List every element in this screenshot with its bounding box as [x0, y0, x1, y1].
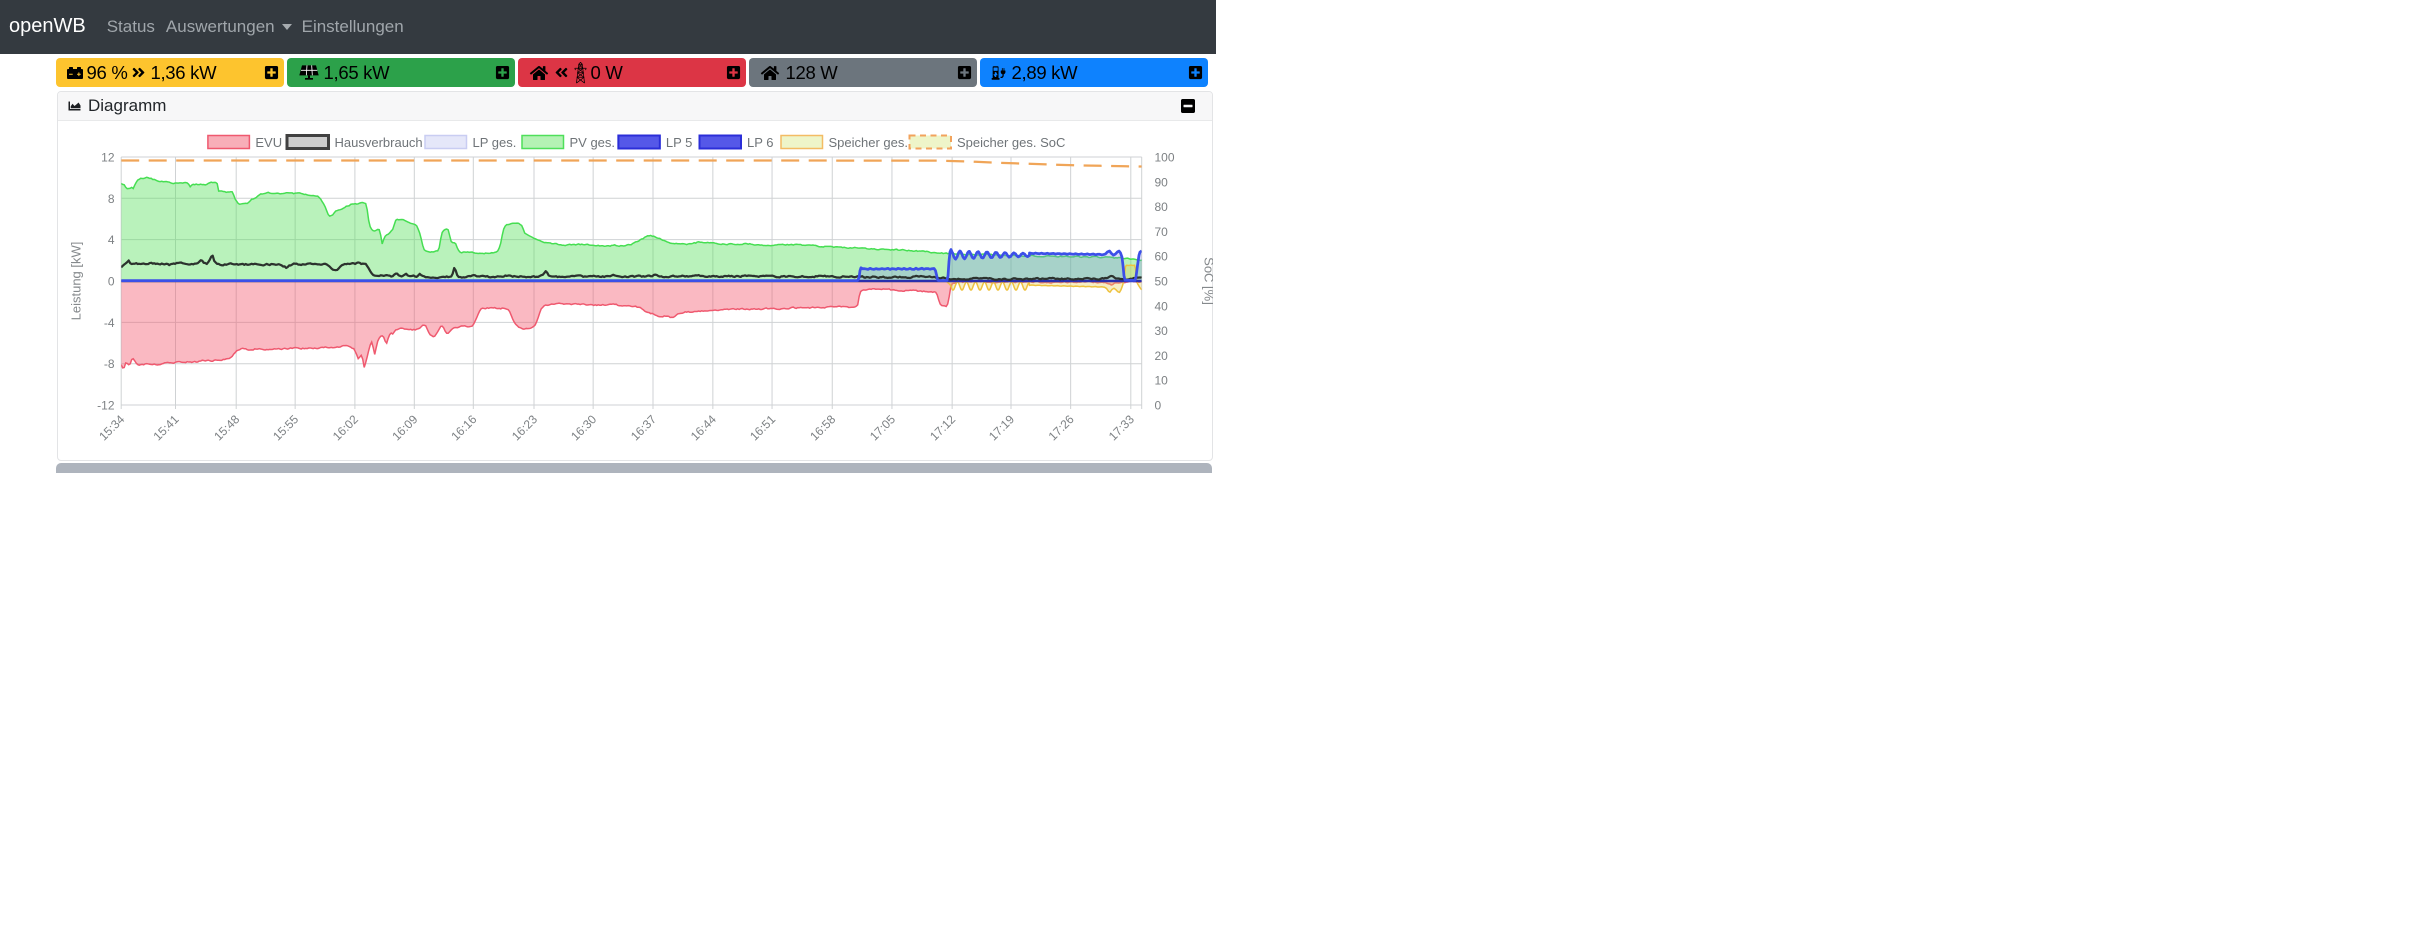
svg-text:EVU: EVU — [255, 135, 282, 150]
svg-text:LP 6: LP 6 — [747, 135, 774, 150]
svg-text:10: 10 — [1154, 373, 1168, 387]
svg-text:Hausverbrauch: Hausverbrauch — [334, 135, 422, 150]
svg-text:Speicher ges.: Speicher ges. — [828, 135, 908, 150]
svg-text:17:12: 17:12 — [927, 412, 958, 443]
svg-text:60: 60 — [1154, 249, 1168, 263]
svg-text:16:16: 16:16 — [448, 412, 479, 443]
svg-text:0: 0 — [107, 274, 114, 288]
svg-text:15:34: 15:34 — [96, 412, 127, 443]
svg-text:PV ges.: PV ges. — [569, 135, 615, 150]
svg-text:16:58: 16:58 — [807, 412, 838, 443]
svg-text:15:55: 15:55 — [270, 412, 301, 443]
svg-text:0: 0 — [1154, 398, 1161, 412]
svg-text:12: 12 — [101, 150, 115, 164]
svg-text:17:05: 17:05 — [866, 412, 897, 443]
svg-text:50: 50 — [1154, 274, 1168, 288]
svg-text:20: 20 — [1154, 349, 1168, 363]
svg-text:16:44: 16:44 — [687, 412, 718, 443]
svg-text:-8: -8 — [103, 357, 114, 371]
svg-text:-12: -12 — [97, 398, 115, 412]
svg-text:16:23: 16:23 — [508, 412, 539, 443]
svg-text:30: 30 — [1154, 324, 1168, 338]
svg-text:Leistung [kW]: Leistung [kW] — [68, 241, 83, 320]
svg-text:80: 80 — [1154, 200, 1168, 214]
svg-text:SoC [%]: SoC [%] — [1201, 257, 1213, 305]
svg-text:16:02: 16:02 — [329, 412, 360, 443]
svg-text:15:48: 15:48 — [211, 412, 242, 443]
svg-text:15:41: 15:41 — [150, 412, 181, 443]
svg-text:100: 100 — [1154, 150, 1174, 164]
svg-text:16:30: 16:30 — [568, 412, 599, 443]
svg-text:16:37: 16:37 — [627, 412, 658, 443]
svg-text:17:26: 17:26 — [1045, 412, 1076, 443]
svg-text:40: 40 — [1154, 299, 1168, 313]
svg-text:70: 70 — [1154, 225, 1168, 239]
svg-text:Speicher ges. SoC: Speicher ges. SoC — [957, 135, 1065, 150]
svg-text:LP 5: LP 5 — [665, 135, 692, 150]
svg-text:LP ges.: LP ges. — [472, 135, 516, 150]
svg-text:90: 90 — [1154, 175, 1168, 189]
svg-text:17:33: 17:33 — [1105, 412, 1136, 443]
svg-text:8: 8 — [107, 192, 114, 206]
svg-text:4: 4 — [107, 233, 114, 247]
svg-text:16:09: 16:09 — [389, 412, 420, 443]
svg-text:17:19: 17:19 — [985, 412, 1016, 443]
svg-text:16:51: 16:51 — [747, 412, 778, 443]
svg-text:-4: -4 — [103, 316, 114, 330]
